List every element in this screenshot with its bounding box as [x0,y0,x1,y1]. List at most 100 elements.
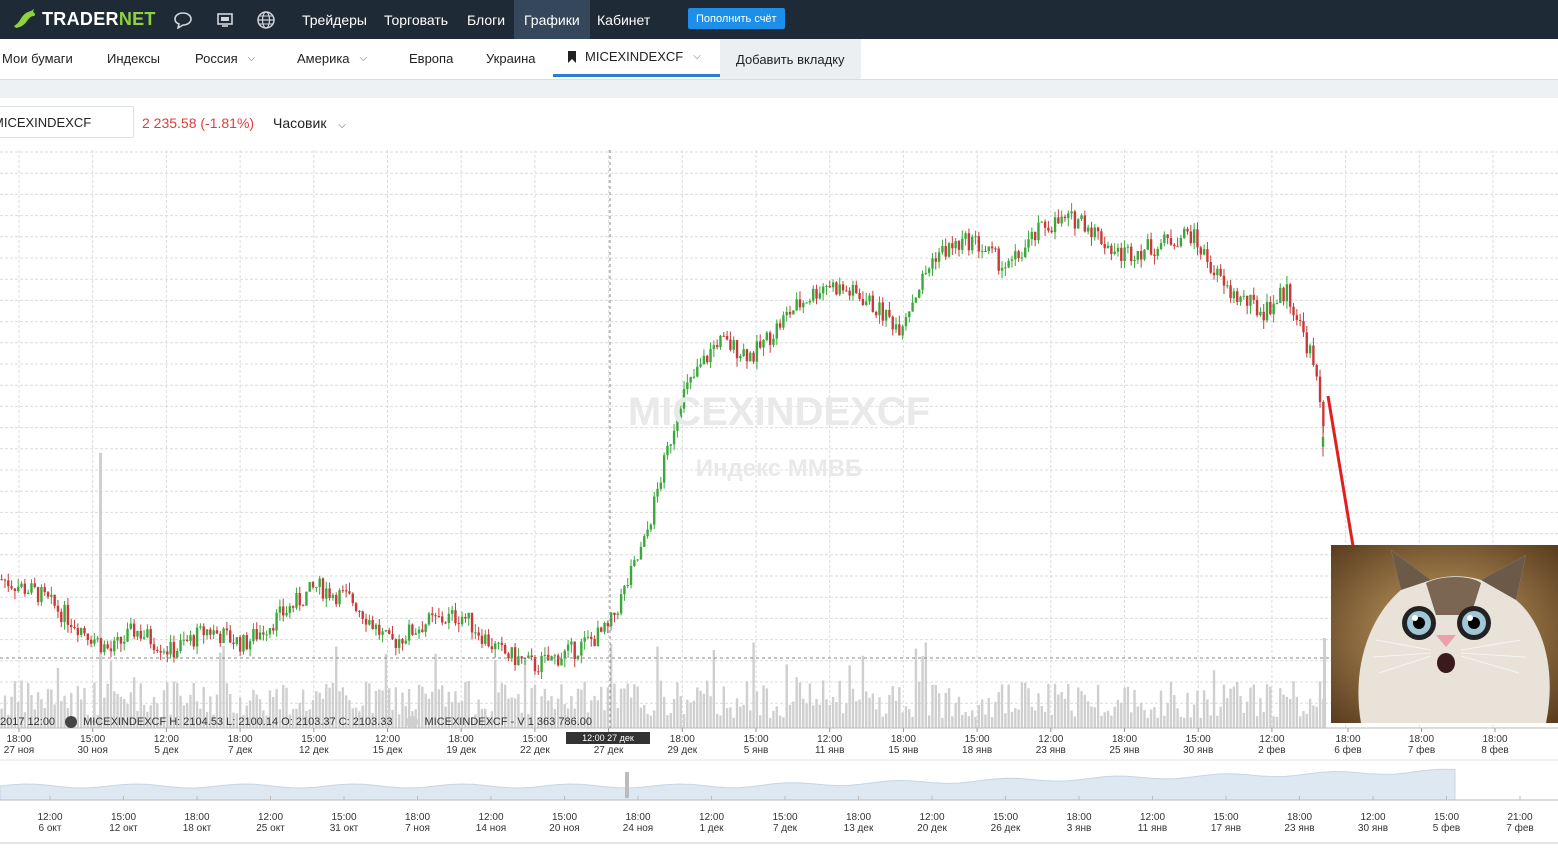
add-tab-button[interactable]: Добавить вкладку [720,39,861,79]
candle-body [1096,227,1100,232]
candle-body [1196,229,1199,248]
volume-bar [669,713,672,728]
volume-bar [566,708,570,728]
candle-body [944,245,947,257]
volume-bar [891,686,894,728]
tradernet-logo[interactable]: TRADER NET [12,8,156,30]
volume-bar [586,712,590,728]
volume-bar [884,713,888,728]
axis-tick-date: 30 янв [1183,745,1213,756]
candle-body [1136,251,1140,260]
volume-bar [874,709,878,728]
volume-bar [1226,698,1229,728]
volume-bar [1259,698,1262,728]
volume-bar [434,653,437,728]
tab-my-securities[interactable]: Мои бумаги [2,39,73,77]
volume-bar [464,682,467,728]
volume-bar [729,707,732,728]
price-chart-area[interactable]: 18:00 27 ноя 15:00 30 ноя 12:00 5 дек 18:00 7 д… [0,150,1558,845]
axis-tick-date: 27 ноя [4,745,34,756]
tab-indexes[interactable]: Индексы [107,39,160,77]
candle-body [699,364,702,367]
volume-bar [540,696,543,728]
candle-body [232,642,235,645]
tab-europe[interactable]: Европа [409,39,453,77]
candle-body [215,630,219,634]
globe-icon[interactable] [255,9,277,31]
candle-body [947,243,951,257]
volume-bar [510,697,513,728]
candle-body [1106,245,1110,249]
candle-body [656,488,659,497]
volume-bar [1116,699,1120,728]
volume-bar [490,711,494,728]
axis-tick-time: 12:00 [817,734,842,745]
volume-bar [888,694,891,728]
volume-bar [1166,702,1169,728]
topup-button[interactable]: Пополнить счёт [688,8,785,29]
candle-body [818,293,822,299]
candle-body [1103,243,1106,249]
tab-america[interactable]: Америка ⌵ [297,39,367,77]
monitor-icon[interactable] [214,9,236,31]
volume-bar [821,680,825,728]
volume-bar [1093,707,1096,728]
volume-bar [533,684,537,728]
candle-body [245,634,248,650]
tab-russia[interactable]: Россия ⌵ [195,39,255,77]
chevron-down-icon[interactable]: ⌵ [359,52,368,64]
axis-tick-time: 18:00 [1482,734,1507,745]
candle-body [96,638,99,640]
volume-bar [272,697,275,728]
interval-select[interactable]: Часовик ⌵ [273,115,346,131]
candle-body [7,580,10,587]
volume-bar [616,708,619,728]
volume-bar [735,698,739,728]
candle-body [265,634,268,636]
candle-body [941,245,944,253]
tab-ukraine[interactable]: Украина [486,39,536,77]
ticker-input[interactable]: MICEXINDEXCF [0,106,134,138]
candle-body [566,644,570,651]
price-change: 2 235.58 (-1.81%) [142,115,255,131]
volume-bar [460,701,464,728]
nav-cabinet[interactable]: Кабинет [597,11,651,28]
candle-body [1222,275,1226,286]
candle-body [123,641,126,644]
volume-bar [381,690,384,728]
volume-bar [384,653,388,728]
nav-blogs[interactable]: Блоги [467,11,506,28]
volume-bars [0,453,1326,728]
candle-body [83,628,86,634]
volume-bar [70,692,73,728]
volume-bar [961,714,964,728]
volume-bar [772,710,775,728]
navigator-tick-date: 3 янв [1067,823,1092,834]
chevron-down-icon[interactable]: ⌵ [693,51,701,62]
volume-bar [129,692,133,728]
nav-trade[interactable]: Торговать [384,11,449,28]
tab-micexindexcf[interactable]: MICEXINDEXCF ⌵ [553,39,720,77]
volume-bar [278,709,282,728]
chat-icon[interactable] [172,9,194,31]
candle-body [609,612,613,627]
candle-body [888,309,891,317]
volume-bar [1040,706,1043,728]
candle-body [351,593,354,604]
candle-body [507,653,510,659]
chevron-down-icon[interactable]: ⌵ [338,120,346,131]
candle-body [23,583,27,594]
volume-bar [603,710,606,728]
nav-charts[interactable]: Графики [514,0,590,39]
nav-traders[interactable]: Трейдеры [302,11,367,28]
volume-bar [103,697,106,728]
candle-body [172,641,176,658]
candle-body [358,610,361,612]
candle-body [838,284,841,295]
chevron-down-icon[interactable]: ⌵ [247,52,256,64]
candle-body [1312,345,1315,365]
volume-bar [26,682,30,728]
candle-body [199,626,202,628]
navigator-tick-time: 12:00 [1140,812,1165,823]
